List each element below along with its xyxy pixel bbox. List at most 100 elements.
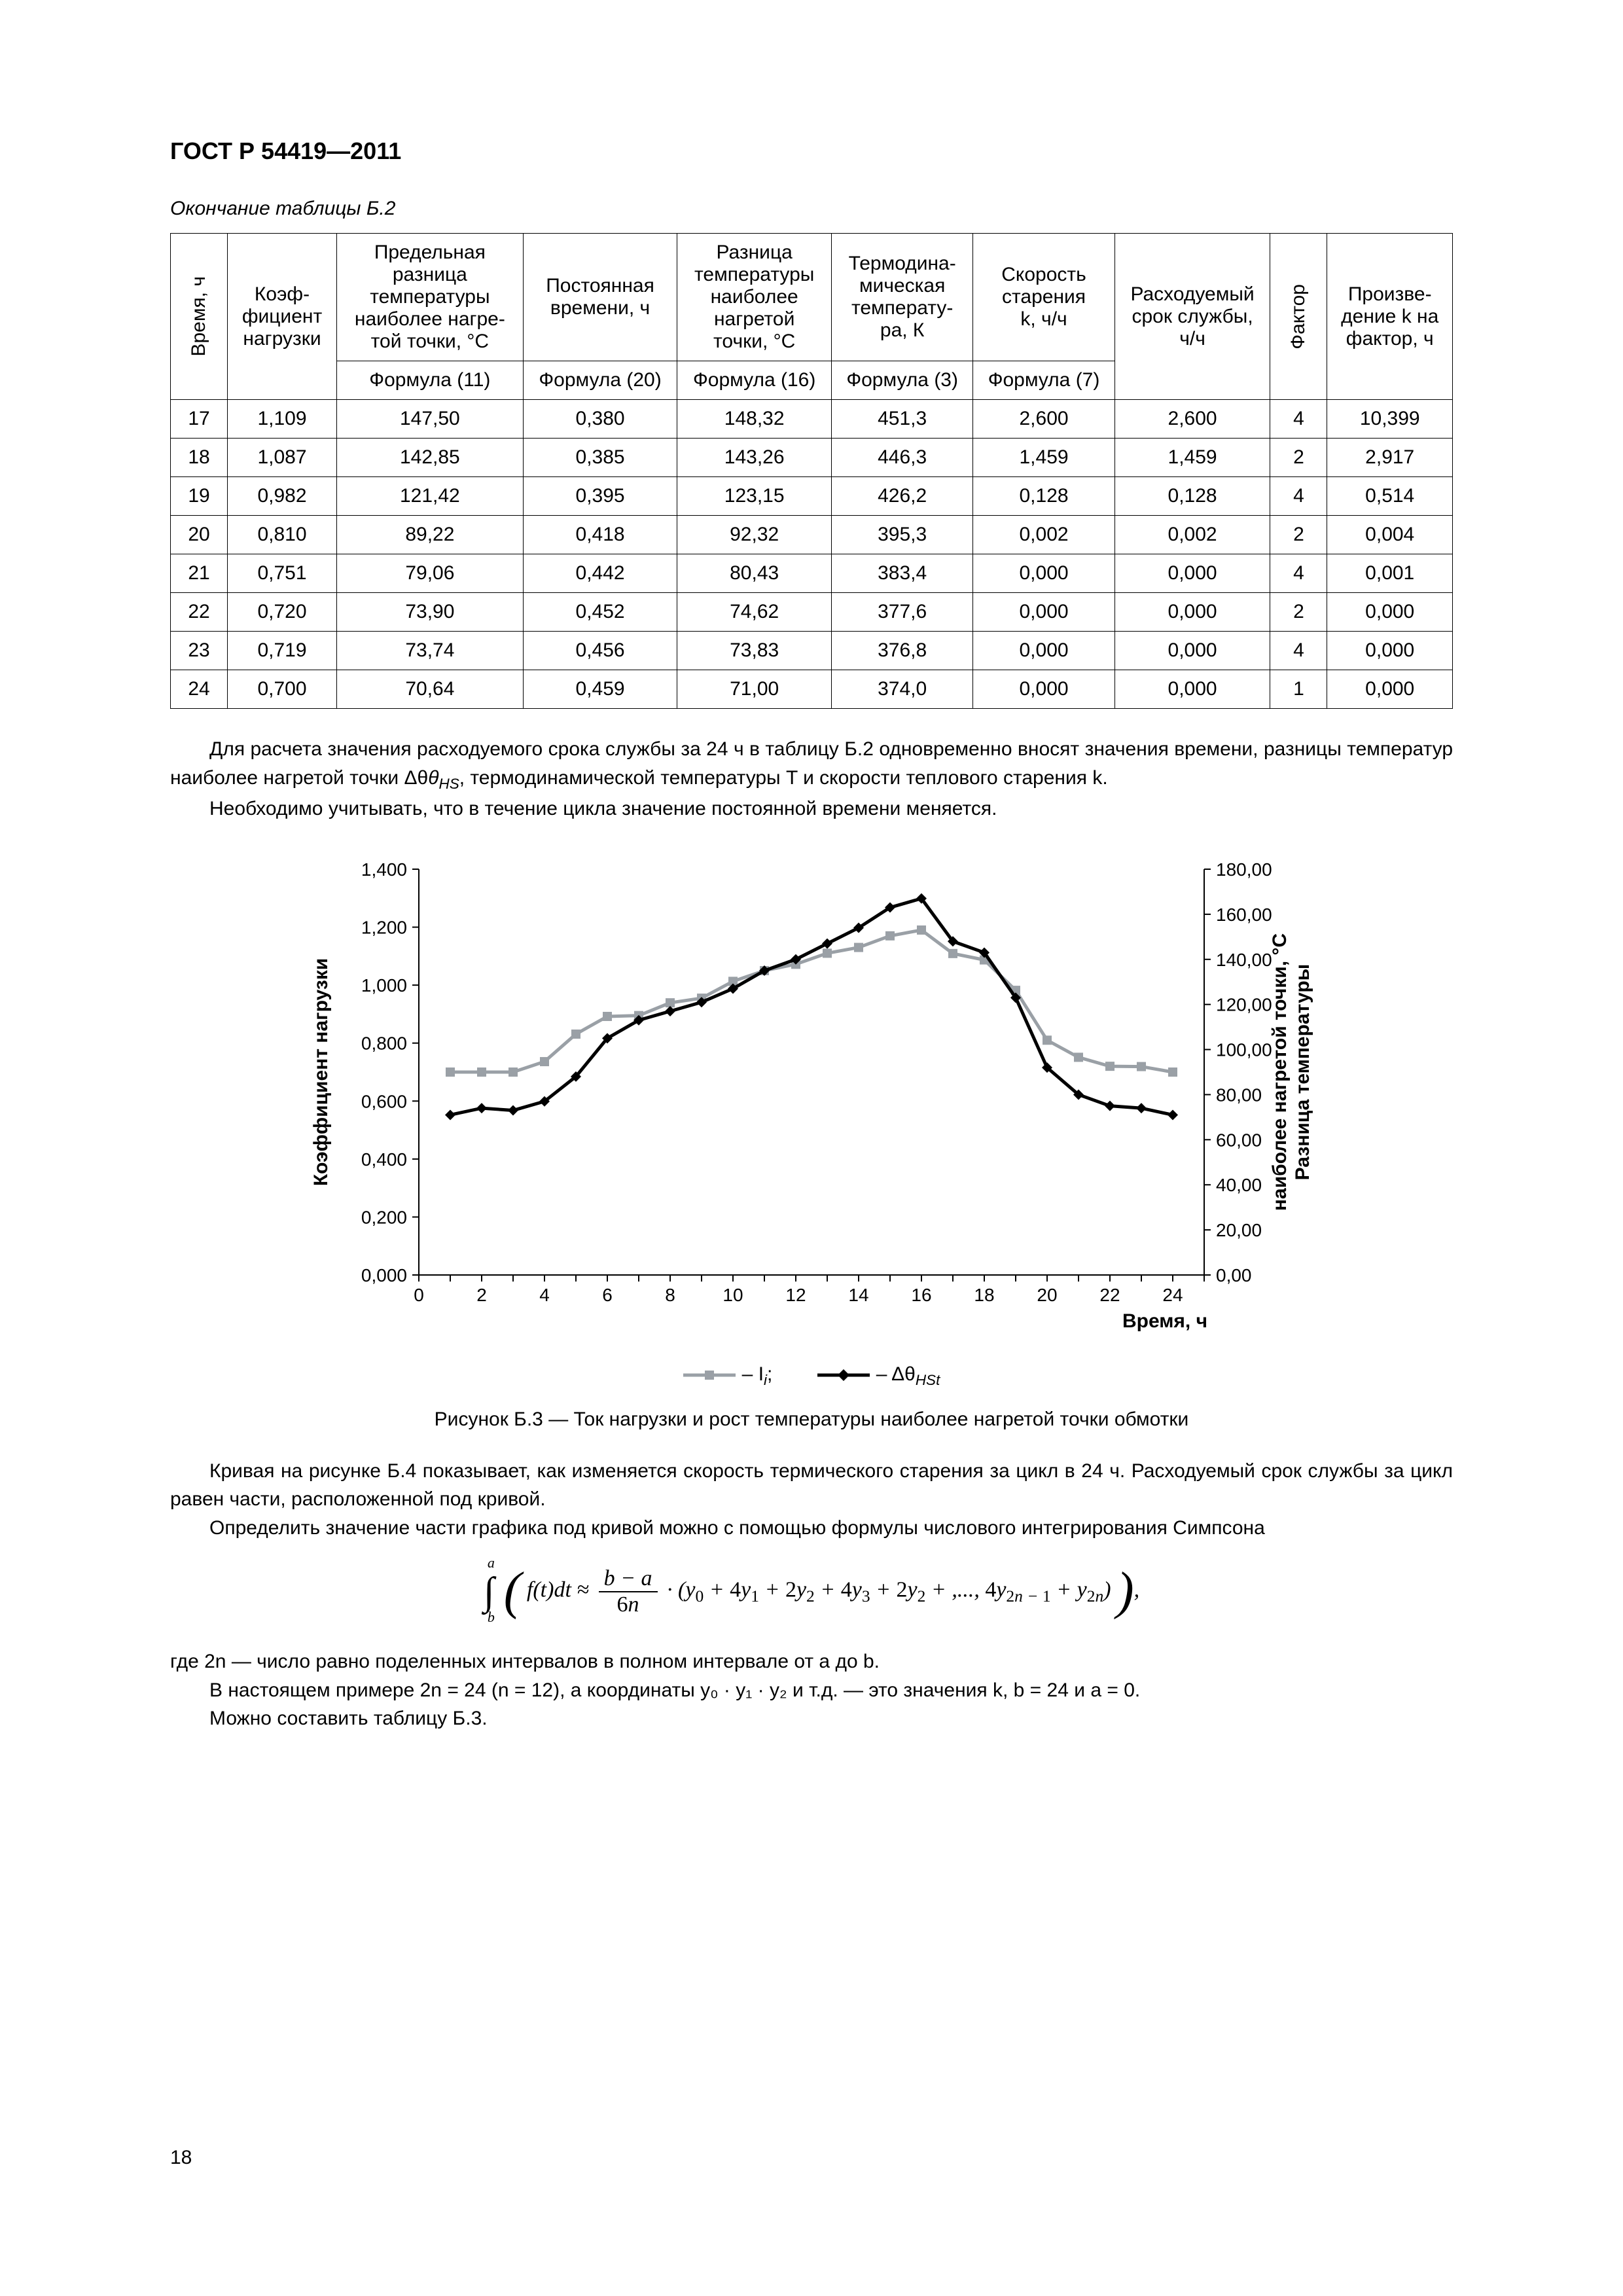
table-cell: 0,002 [1115, 516, 1270, 554]
svg-text:60,00: 60,00 [1216, 1130, 1262, 1150]
table-cell: 0,000 [1327, 593, 1453, 632]
svg-text:0,400: 0,400 [361, 1149, 407, 1169]
table-cell: 20 [171, 516, 228, 554]
th-col4: Постояннаявремени, ч [523, 234, 677, 361]
table-cell: 4 [1270, 477, 1327, 516]
th-col8: Расходуемыйсрок службы,ч/ч [1115, 234, 1270, 400]
table-cell: 1,109 [228, 400, 337, 439]
svg-text:0,800: 0,800 [361, 1033, 407, 1053]
svg-text:Разница температуры: Разница температуры [1292, 963, 1313, 1180]
svg-text:0,00: 0,00 [1216, 1265, 1252, 1285]
table-cell: 73,90 [337, 593, 524, 632]
table-cell: 0,700 [228, 670, 337, 709]
table-cell: 74,62 [677, 593, 832, 632]
table-cell: 0,456 [523, 632, 677, 670]
chart-legend: – Ii; – ΔθHSt [288, 1363, 1335, 1389]
table-cell: 377,6 [831, 593, 972, 632]
table-row: 171,109147,500,380148,32451,32,6002,6004… [171, 400, 1453, 439]
para6: В настоящем примере 2n = 24 (n = 12), а … [170, 1676, 1453, 1705]
para7: Можно составить таблицу Б.3. [170, 1704, 1453, 1733]
table-cell: 143,26 [677, 439, 832, 477]
table-cell: 0,004 [1327, 516, 1453, 554]
table-cell: 0,000 [1327, 670, 1453, 709]
table-cell: 19 [171, 477, 228, 516]
body-text-block-3: где 2n — число равно поделенных интервал… [170, 1647, 1453, 1733]
table-cell: 2,600 [973, 400, 1115, 439]
svg-text:Коэффициент нагрузки: Коэффициент нагрузки [310, 958, 332, 1185]
legend-swatch-2 [817, 1365, 870, 1387]
th-col3: Предельнаяразницатемпературынаиболее наг… [337, 234, 524, 361]
table-cell: 0,000 [973, 670, 1115, 709]
table-cell: 0,000 [1115, 632, 1270, 670]
legend-item-1: – Ii; [683, 1363, 773, 1389]
svg-text:наиболее нагретой точки, °С: наиболее нагретой точки, °С [1269, 933, 1291, 1211]
table-row: 230,71973,740,45673,83376,80,0000,00040,… [171, 632, 1453, 670]
svg-text:22: 22 [1099, 1285, 1120, 1305]
table-cell: 0,385 [523, 439, 677, 477]
table-cell: 148,32 [677, 400, 832, 439]
chart-caption: Рисунок Б.3 — Ток нагрузки и рост темпер… [170, 1408, 1453, 1431]
table-cell: 0,719 [228, 632, 337, 670]
para2: Необходимо учитывать, что в течение цикл… [170, 795, 1453, 823]
th-col9: Фактор [1287, 284, 1310, 350]
th-col7-sub: Формула (7) [973, 361, 1115, 400]
table-cell: 1,087 [228, 439, 337, 477]
table-cell: 0,128 [973, 477, 1115, 516]
page-content: ГОСТ Р 54419—2011 Окончание таблицы Б.2 … [170, 137, 1453, 1733]
table-cell: 0,720 [228, 593, 337, 632]
table-cell: 123,15 [677, 477, 832, 516]
table-cell: 1,459 [1115, 439, 1270, 477]
svg-text:0,000: 0,000 [361, 1265, 407, 1285]
svg-text:14: 14 [848, 1285, 868, 1305]
th-col3-sub: Формула (11) [337, 361, 524, 400]
para3: Кривая на рисунке Б.4 показывает, как из… [170, 1457, 1453, 1514]
table-cell: 451,3 [831, 400, 972, 439]
table-cell: 17 [171, 400, 228, 439]
svg-text:120,00: 120,00 [1216, 994, 1272, 1014]
svg-text:0,600: 0,600 [361, 1091, 407, 1111]
legend-label-2: – ΔθHSt [876, 1363, 940, 1389]
th-col5-sub: Формула (16) [677, 361, 832, 400]
data-table: Время, ч Коэф-фициентнагрузки Предельная… [170, 233, 1453, 709]
legend-item-2: – ΔθHSt [817, 1363, 940, 1389]
table-cell: 0,000 [1115, 593, 1270, 632]
table-cell: 0,000 [973, 554, 1115, 593]
table-cell: 0,395 [523, 477, 677, 516]
table-cell: 10,399 [1327, 400, 1453, 439]
table-row: 210,75179,060,44280,43383,40,0000,00040,… [171, 554, 1453, 593]
svg-text:0: 0 [414, 1285, 424, 1305]
table-cell: 73,83 [677, 632, 832, 670]
legend-swatch-1 [683, 1365, 736, 1387]
svg-text:180,00: 180,00 [1216, 859, 1272, 880]
para1: Для расчета значения расходуемого срока … [170, 735, 1453, 795]
table-cell: 0,000 [1327, 632, 1453, 670]
table-cell: 70,64 [337, 670, 524, 709]
svg-text:Время, ч: Время, ч [1122, 1310, 1207, 1332]
th-col10: Произве-дение k нафактор, ч [1327, 234, 1453, 400]
table-continuation-label: Окончание таблицы Б.2 [170, 198, 1453, 220]
table-cell: 4 [1270, 400, 1327, 439]
table-cell: 4 [1270, 554, 1327, 593]
para4: Определить значение части графика под кр… [170, 1514, 1453, 1543]
body-text-block-1: Для расчета значения расходуемого срока … [170, 735, 1453, 823]
table-cell: 23 [171, 632, 228, 670]
table-cell: 1,459 [973, 439, 1115, 477]
table-cell: 383,4 [831, 554, 972, 593]
table-cell: 376,8 [831, 632, 972, 670]
svg-text:2: 2 [476, 1285, 487, 1305]
simpson-formula: a ∫ b ( f(t)dt ≈ b − a 6n · (y0 + 4y1 + … [170, 1562, 1453, 1621]
table-cell: 0,982 [228, 477, 337, 516]
table-cell: 142,85 [337, 439, 524, 477]
table-cell: 374,0 [831, 670, 972, 709]
page-number: 18 [170, 2147, 192, 2169]
table-row: 220,72073,900,45274,62377,60,0000,00020,… [171, 593, 1453, 632]
svg-text:20: 20 [1037, 1285, 1057, 1305]
legend-label-1: – Ii; [742, 1363, 773, 1389]
table-cell: 0,810 [228, 516, 337, 554]
th-col6-sub: Формула (3) [831, 361, 972, 400]
table-cell: 395,3 [831, 516, 972, 554]
table-cell: 0,000 [973, 593, 1115, 632]
table-cell: 2 [1270, 593, 1327, 632]
table-cell: 0,000 [973, 632, 1115, 670]
svg-text:6: 6 [602, 1285, 613, 1305]
